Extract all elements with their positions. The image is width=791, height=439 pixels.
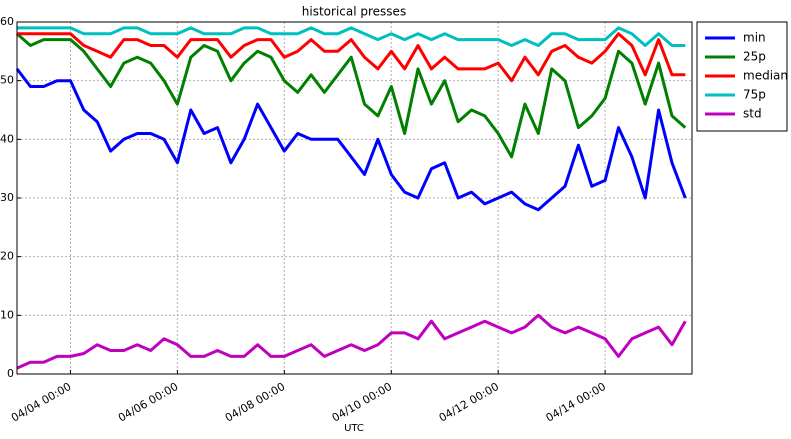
legend-label: min [743, 31, 766, 45]
series-line [17, 32, 686, 83]
x-tick-label: 04/14 00:00 [544, 380, 608, 425]
y-tick-label: 40 [0, 132, 14, 145]
legend-label: 25p [743, 50, 766, 64]
chart-title: historical presses [302, 5, 406, 19]
x-tick-label: 04/08 00:00 [223, 380, 287, 425]
y-tick-label: 0 [7, 367, 14, 380]
x-tick-label: 04/10 00:00 [330, 380, 394, 425]
y-tick-label: 30 [0, 191, 14, 204]
plot-frame [16, 21, 693, 375]
x-axis-label: UTC [344, 423, 364, 434]
y-tick-label: 60 [0, 15, 14, 28]
series-line [15, 67, 687, 212]
x-tick-label: 04/12 00:00 [437, 380, 501, 425]
x-tick-label: 04/04 00:00 [9, 380, 73, 425]
series-line [17, 26, 686, 47]
y-tick-label: 50 [0, 74, 14, 87]
series-line [16, 32, 687, 159]
y-tick-label: 10 [0, 308, 14, 321]
legend-label: median [743, 69, 788, 83]
x-tick-label: 04/06 00:00 [116, 380, 180, 425]
series-line [16, 313, 687, 370]
legend-label: std [743, 107, 762, 121]
legend-label: 75p [743, 88, 766, 102]
y-tick-label: 20 [0, 250, 14, 263]
